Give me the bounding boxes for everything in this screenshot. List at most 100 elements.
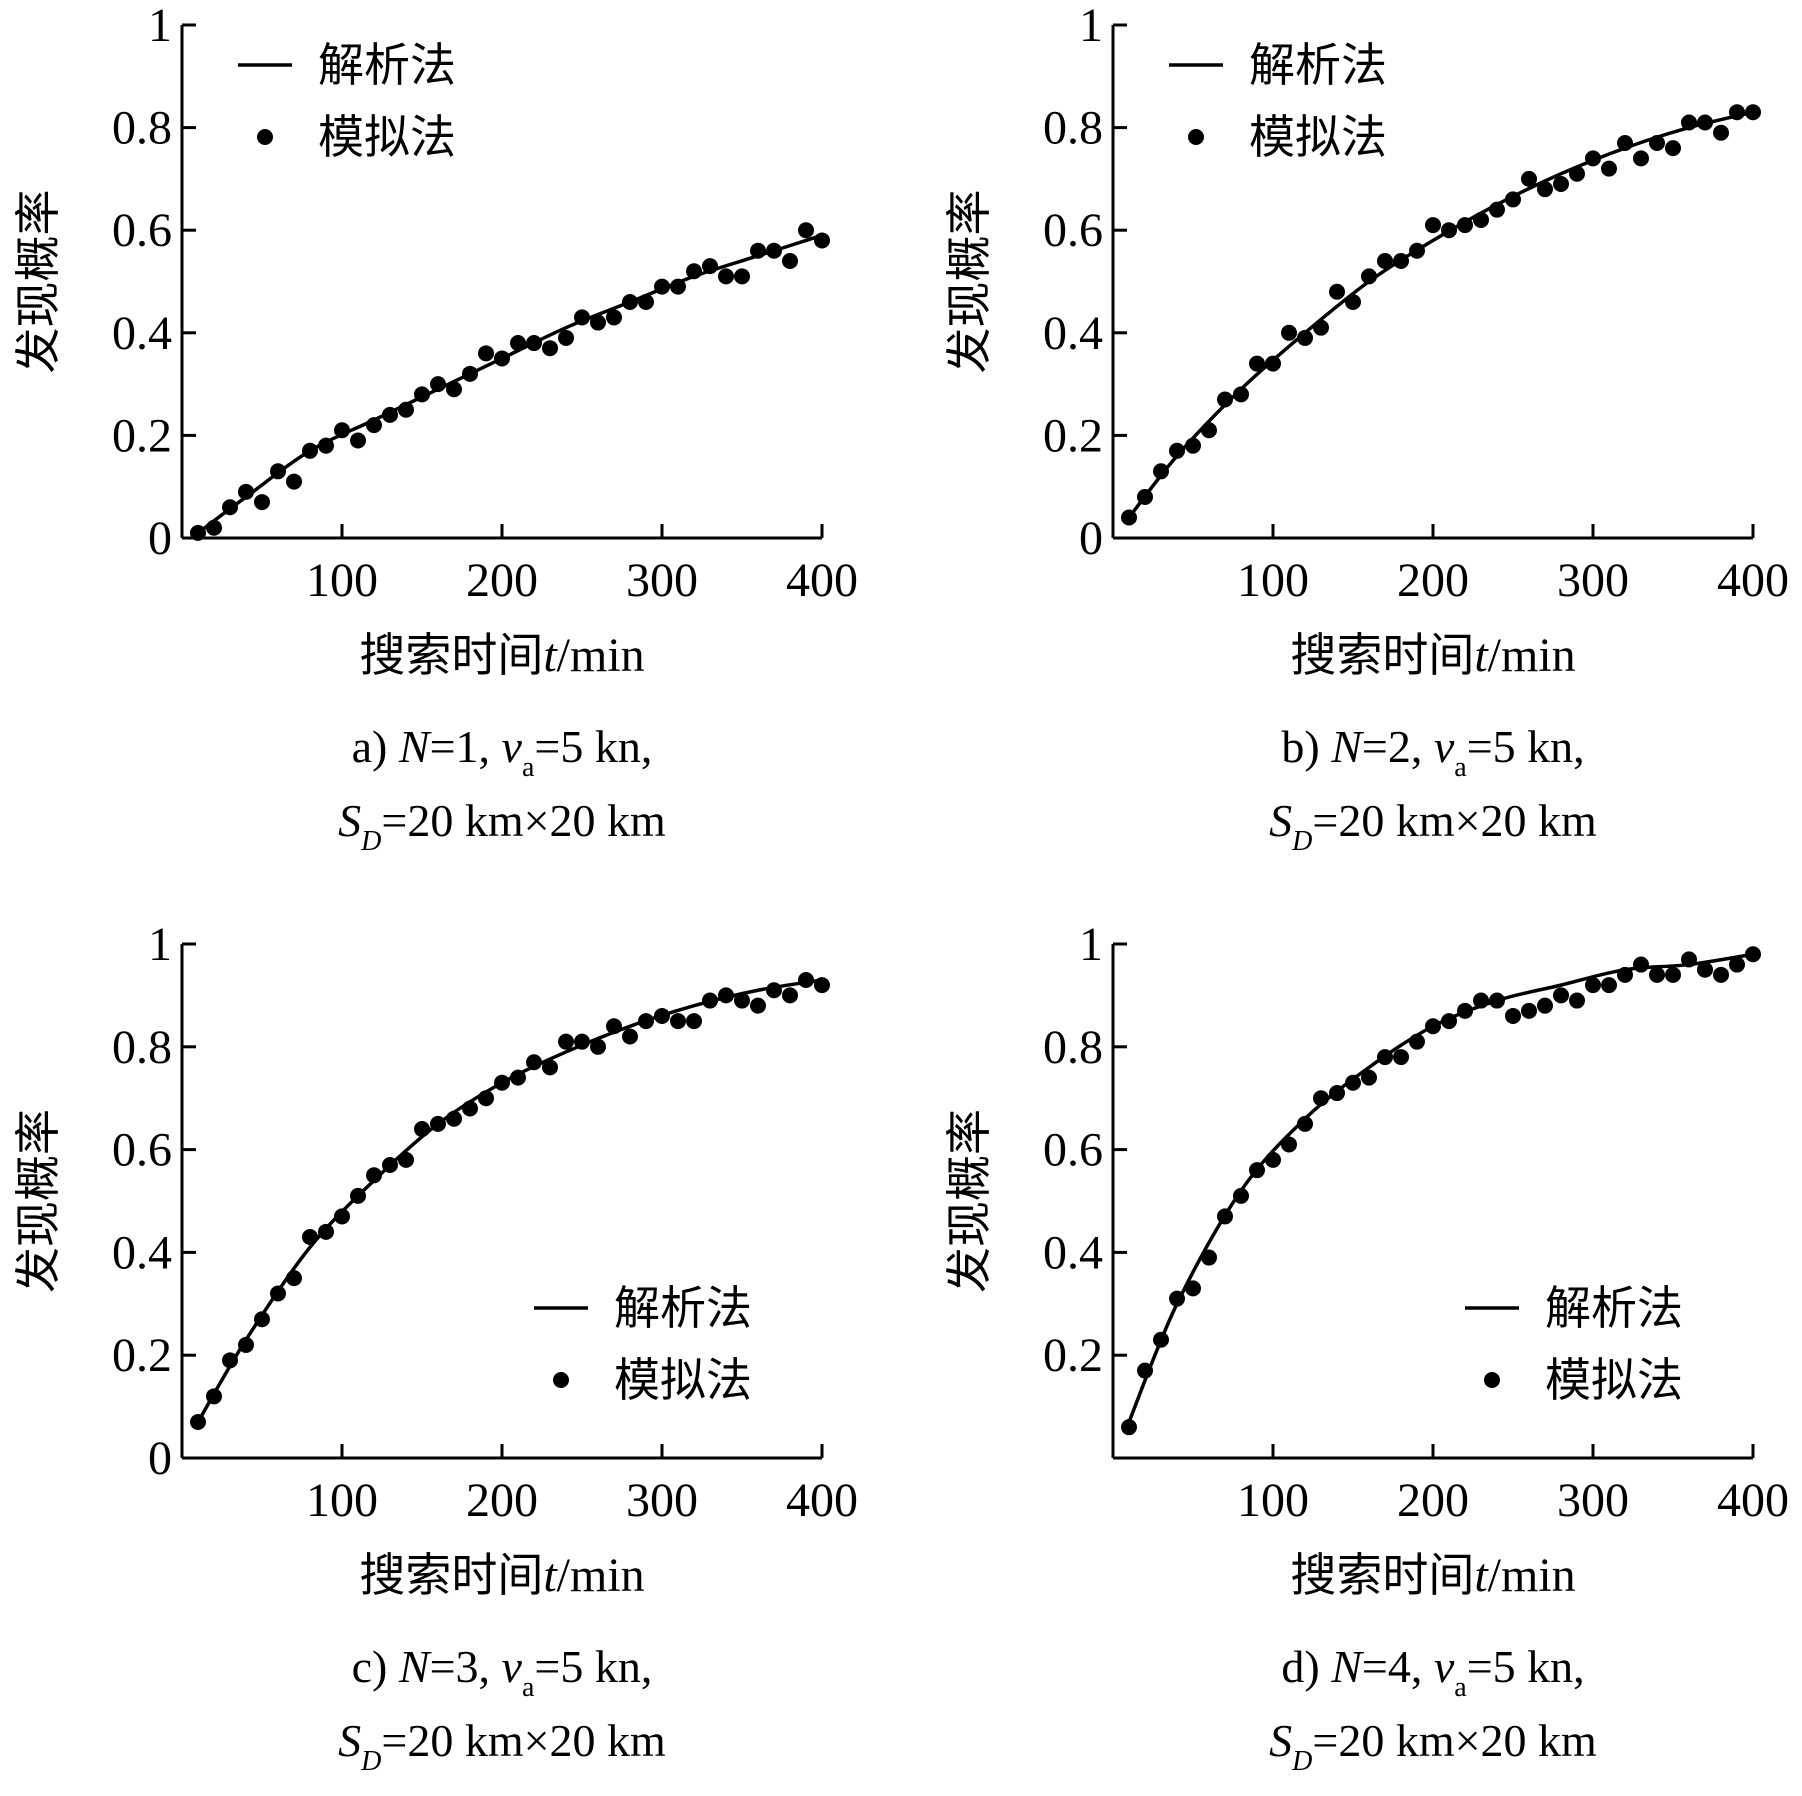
data-point-simulated xyxy=(670,278,686,295)
y-axis-label: 发现概率 xyxy=(942,1109,996,1293)
data-point-simulated xyxy=(1377,252,1393,269)
data-point-simulated xyxy=(638,1013,654,1030)
data-point-simulated xyxy=(718,268,734,285)
y-tick-label: 0.6 xyxy=(1043,204,1103,257)
data-point-simulated xyxy=(1681,951,1697,968)
data-point-simulated xyxy=(334,1208,350,1225)
data-point-simulated xyxy=(1329,283,1345,300)
data-point-simulated xyxy=(1377,1049,1393,1066)
legend-dot-swatch xyxy=(1484,1372,1500,1388)
data-point-simulated xyxy=(1121,509,1137,526)
data-point-simulated xyxy=(478,1090,494,1107)
legend-label-analytic: 解析法 xyxy=(614,1281,752,1335)
data-point-simulated xyxy=(1329,1085,1345,1102)
y-tick-label: 0 xyxy=(148,512,172,565)
data-point-simulated xyxy=(1665,966,1681,983)
data-point-simulated xyxy=(1537,997,1553,1014)
data-point-simulated xyxy=(446,381,462,398)
data-point-simulated xyxy=(702,258,718,275)
data-point-simulated xyxy=(334,422,350,439)
data-point-simulated xyxy=(1393,1049,1409,1066)
data-point-simulated xyxy=(510,1069,526,1086)
x-tick-label: 100 xyxy=(1237,554,1309,607)
y-tick-label: 0.6 xyxy=(1043,1124,1103,1177)
data-point-simulated xyxy=(1201,1249,1217,1266)
y-tick-label: 0.2 xyxy=(1043,409,1103,462)
data-point-simulated xyxy=(606,1018,622,1035)
data-point-simulated xyxy=(1345,1074,1361,1091)
y-tick-label: 1 xyxy=(148,918,172,971)
data-point-simulated xyxy=(222,499,238,516)
data-point-simulated xyxy=(494,1074,510,1091)
data-point-simulated xyxy=(1233,386,1249,403)
data-point-simulated xyxy=(1137,488,1153,505)
data-point-simulated xyxy=(1505,191,1521,208)
data-point-simulated xyxy=(590,314,606,331)
data-point-simulated xyxy=(1185,1280,1201,1297)
x-tick-label: 300 xyxy=(1557,1474,1629,1527)
data-point-simulated xyxy=(1137,1362,1153,1379)
x-tick-label: 200 xyxy=(1397,1474,1469,1527)
data-point-simulated xyxy=(1169,442,1185,459)
data-point-simulated xyxy=(254,1311,270,1328)
y-tick-label: 0.8 xyxy=(1043,1021,1103,1074)
y-tick-label: 0.4 xyxy=(112,1226,172,1279)
legend-dot-swatch xyxy=(1188,129,1204,145)
data-point-simulated xyxy=(654,1007,670,1024)
data-point-simulated xyxy=(1313,1090,1329,1107)
data-point-simulated xyxy=(1697,961,1713,978)
data-point-simulated xyxy=(1537,181,1553,198)
x-tick-label: 300 xyxy=(626,554,698,607)
data-point-simulated xyxy=(366,417,382,434)
data-point-simulated xyxy=(1313,319,1329,336)
y-axis-label: 发现概率 xyxy=(942,190,996,374)
data-point-simulated xyxy=(1601,977,1617,994)
data-point-simulated xyxy=(542,1059,558,1076)
data-point-simulated xyxy=(1153,1331,1169,1348)
data-point-simulated xyxy=(1489,992,1505,1009)
x-axis-label: 搜索时间t/min xyxy=(1290,628,1575,682)
data-point-simulated xyxy=(382,1157,398,1174)
data-point-simulated xyxy=(1409,242,1425,259)
x-tick-label: 200 xyxy=(466,554,538,607)
data-point-simulated xyxy=(718,987,734,1004)
y-tick-label: 0.8 xyxy=(1043,102,1103,155)
data-point-simulated xyxy=(1665,140,1681,157)
data-point-simulated xyxy=(238,1336,254,1353)
x-tick-label: 200 xyxy=(1397,554,1469,607)
y-tick-label: 0.6 xyxy=(112,204,172,257)
data-point-simulated xyxy=(1265,355,1281,372)
data-point-simulated xyxy=(1345,294,1361,311)
y-axis-label: 发现概率 xyxy=(11,1109,65,1293)
data-point-simulated xyxy=(702,992,718,1009)
data-point-simulated xyxy=(1281,1136,1297,1153)
data-point-simulated xyxy=(270,463,286,480)
x-tick-label: 100 xyxy=(306,1474,378,1527)
data-point-simulated xyxy=(686,263,702,280)
x-tick-label: 200 xyxy=(466,1474,538,1527)
data-point-simulated xyxy=(1633,956,1649,973)
data-point-simulated xyxy=(814,232,830,249)
data-point-simulated xyxy=(302,442,318,459)
data-point-simulated xyxy=(1553,176,1569,193)
data-point-simulated xyxy=(1745,946,1761,963)
data-point-simulated xyxy=(1281,324,1297,341)
data-point-simulated xyxy=(526,335,542,352)
x-tick-label: 300 xyxy=(626,1474,698,1527)
x-tick-label: 100 xyxy=(1237,1474,1309,1527)
data-point-simulated xyxy=(558,329,574,346)
x-tick-label: 400 xyxy=(1717,1474,1789,1527)
data-point-simulated xyxy=(1633,150,1649,167)
data-point-simulated xyxy=(606,309,622,326)
x-axis-label: 搜索时间t/min xyxy=(359,628,644,682)
data-point-simulated xyxy=(766,982,782,999)
data-point-simulated xyxy=(798,222,814,239)
data-point-simulated xyxy=(1681,114,1697,131)
data-point-simulated xyxy=(462,365,478,382)
data-point-simulated xyxy=(1473,211,1489,228)
data-point-simulated xyxy=(670,1013,686,1030)
